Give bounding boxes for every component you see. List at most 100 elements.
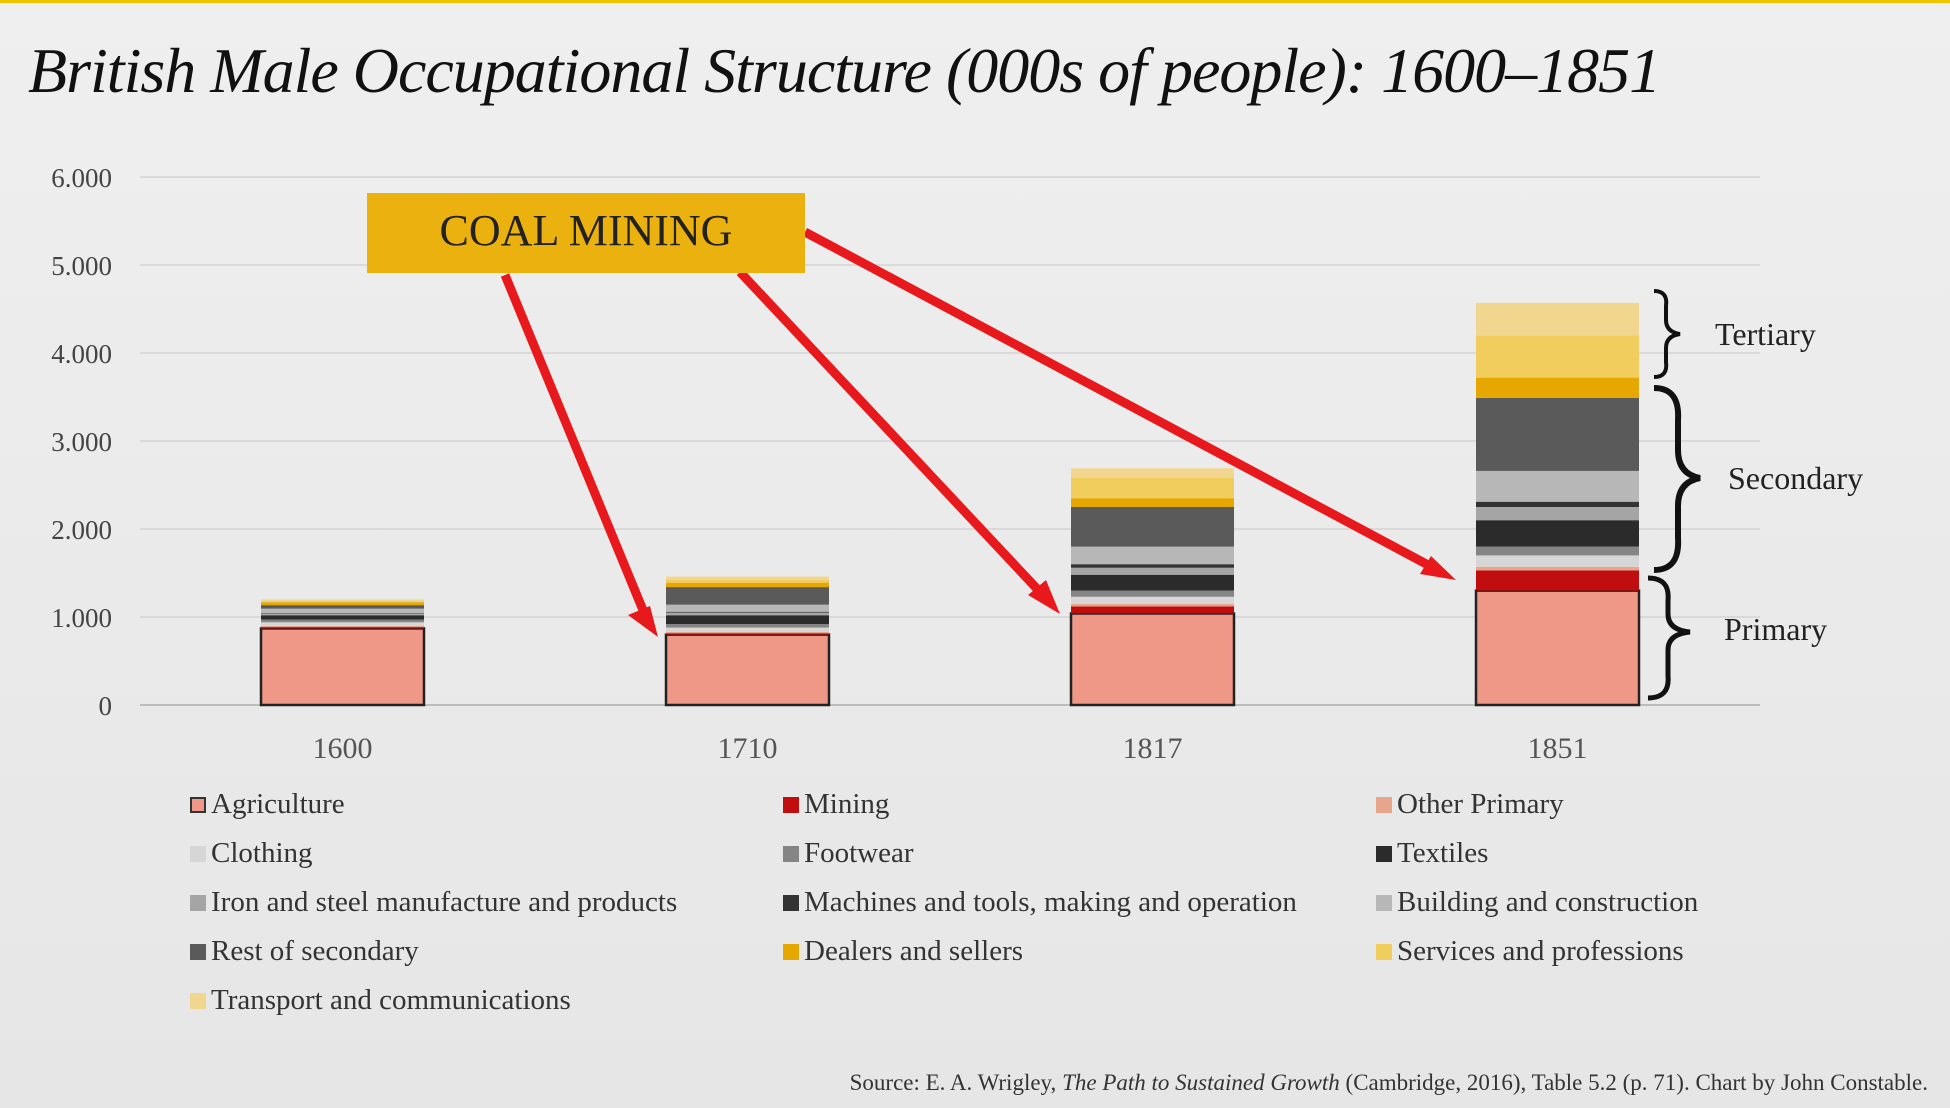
- bar-segment: [1071, 596, 1234, 604]
- bar-segment: [666, 633, 829, 635]
- bar-segment: [261, 622, 424, 626]
- y-tick-label: 2.000: [51, 515, 112, 545]
- bar-segment: [1069, 612, 1236, 707]
- legend-swatch: [783, 796, 799, 813]
- arrowhead-1817-icon: [1028, 580, 1060, 614]
- bar-segment: [1071, 477, 1234, 499]
- legend-swatch: [1376, 894, 1392, 911]
- legend-swatch: [190, 845, 206, 862]
- bar-segment: [1474, 589, 1641, 707]
- bar-segment: [1071, 603, 1234, 607]
- bar-segment: [1071, 606, 1234, 614]
- legend-item: Other Primary: [1376, 785, 1750, 824]
- y-tick-label: 6.000: [51, 163, 112, 193]
- legend-swatch: [1376, 943, 1392, 960]
- bar-segment: [666, 627, 829, 632]
- bar-segment: [261, 608, 424, 614]
- legend-label: Dealers and sellers: [804, 935, 1024, 967]
- bar-segment: [1071, 468, 1234, 478]
- bar-segment: [664, 633, 831, 707]
- legend-label: Services and professions: [1397, 935, 1684, 967]
- bar-segment: [1071, 574, 1234, 591]
- source-note: Source: E. A. Wrigley, The Path to Susta…: [850, 1070, 1928, 1096]
- bar-segment: [666, 612, 829, 616]
- arrowhead-1851-icon: [1420, 556, 1456, 580]
- legend-swatch: [783, 845, 799, 862]
- bar-segment: [1071, 564, 1234, 568]
- top-accent-bar: [0, 0, 1950, 3]
- callout-arrows: [500, 228, 1456, 637]
- bar-segment: [666, 580, 829, 583]
- legend-label: Transport and communications: [211, 984, 571, 1016]
- legend-item: Rest of secondary: [190, 932, 783, 971]
- bracket-label-secondary: Secondary: [1728, 460, 1863, 496]
- bar-segment: [666, 604, 829, 612]
- legend-item: Footwear: [783, 834, 1376, 873]
- coal-mining-callout: COAL MINING: [367, 193, 805, 273]
- bar-stack-1710: [664, 576, 831, 707]
- bar-segment: [1476, 555, 1639, 567]
- bracket-label-primary: Primary: [1724, 611, 1827, 647]
- source-suffix: (Cambridge, 2016), Table 5.2 (p. 71). Ch…: [1339, 1070, 1928, 1095]
- arrowhead-1710-icon: [628, 606, 658, 637]
- legend-label: Agriculture: [211, 788, 345, 820]
- bar-segment: [261, 613, 424, 616]
- bracket-label-tertiary: Tertiary: [1715, 316, 1816, 352]
- legend-item: Iron and steel manufacture and products: [190, 883, 783, 922]
- legend-swatch: [190, 992, 206, 1009]
- bar-segment: [261, 599, 424, 601]
- legend-label: Clothing: [211, 837, 313, 869]
- bar-segment: [666, 611, 829, 613]
- bracket-primary: Primary: [1647, 575, 1827, 701]
- slide-title: British Male Occupational Structure (000…: [28, 35, 1661, 106]
- legend-swatch: [783, 894, 799, 911]
- bar-segment: [1071, 546, 1234, 565]
- legend-label: Iron and steel manufacture and products: [211, 886, 678, 918]
- bar-segment: [1476, 566, 1639, 571]
- callout-text: COAL MINING: [440, 206, 733, 255]
- bar-stack-1851: [1474, 302, 1641, 707]
- bar-segment: [1476, 570, 1639, 591]
- bar-segment: [261, 600, 424, 603]
- bar-segment: [666, 582, 829, 588]
- bar-segment: [666, 624, 829, 628]
- bar-segment: [1476, 335, 1639, 378]
- legend-item: Machines and tools, making and operation: [783, 883, 1376, 922]
- bar-stack-1817: [1069, 468, 1236, 707]
- x-axis-categories: 1600 1710 1817 1851: [313, 732, 1588, 765]
- x-category-label: 1600: [313, 732, 373, 765]
- bars: [259, 302, 1641, 707]
- legend-item: Building and construction: [1376, 883, 1750, 922]
- bar-segment: [261, 605, 424, 609]
- legend-swatch: [783, 943, 799, 960]
- y-axis-ticks: 0 1.000 2.000 3.000 4.000 5.000 6.000: [51, 163, 112, 721]
- bar-segment: [666, 576, 829, 581]
- bar-segment: [1071, 567, 1234, 575]
- legend-label: Footwear: [804, 837, 914, 869]
- bar-segment: [261, 627, 424, 629]
- bar-segment: [261, 625, 424, 628]
- bar-segment: [1071, 590, 1234, 597]
- bar-segment: [1476, 302, 1639, 336]
- legend-label: Other Primary: [1397, 788, 1564, 820]
- legend-item: Textiles: [1376, 834, 1750, 873]
- arrow-to-1710: [500, 273, 650, 617]
- bar-segment: [1476, 507, 1639, 521]
- legend-label: Mining: [804, 788, 890, 820]
- bar-segment: [1476, 470, 1639, 502]
- legend-swatch: [190, 894, 206, 911]
- x-category-label: 1817: [1123, 732, 1183, 765]
- legend-label: Rest of secondary: [211, 935, 419, 967]
- chart-legend: Agriculture Mining Other Primary Clothing Fo…: [190, 785, 1750, 1020]
- y-tick-label: 5.000: [51, 251, 112, 281]
- bracket-secondary: Secondary: [1653, 385, 1863, 573]
- bar-segment: [259, 627, 426, 707]
- x-category-label: 1710: [718, 732, 778, 765]
- bar-segment: [666, 615, 829, 625]
- y-tick-label: 0: [99, 691, 113, 721]
- bar-segment: [1476, 397, 1639, 471]
- bar-segment: [666, 631, 829, 634]
- source-book-title: The Path to Sustained Growth: [1062, 1070, 1340, 1095]
- arrow-to-1817: [736, 268, 1044, 596]
